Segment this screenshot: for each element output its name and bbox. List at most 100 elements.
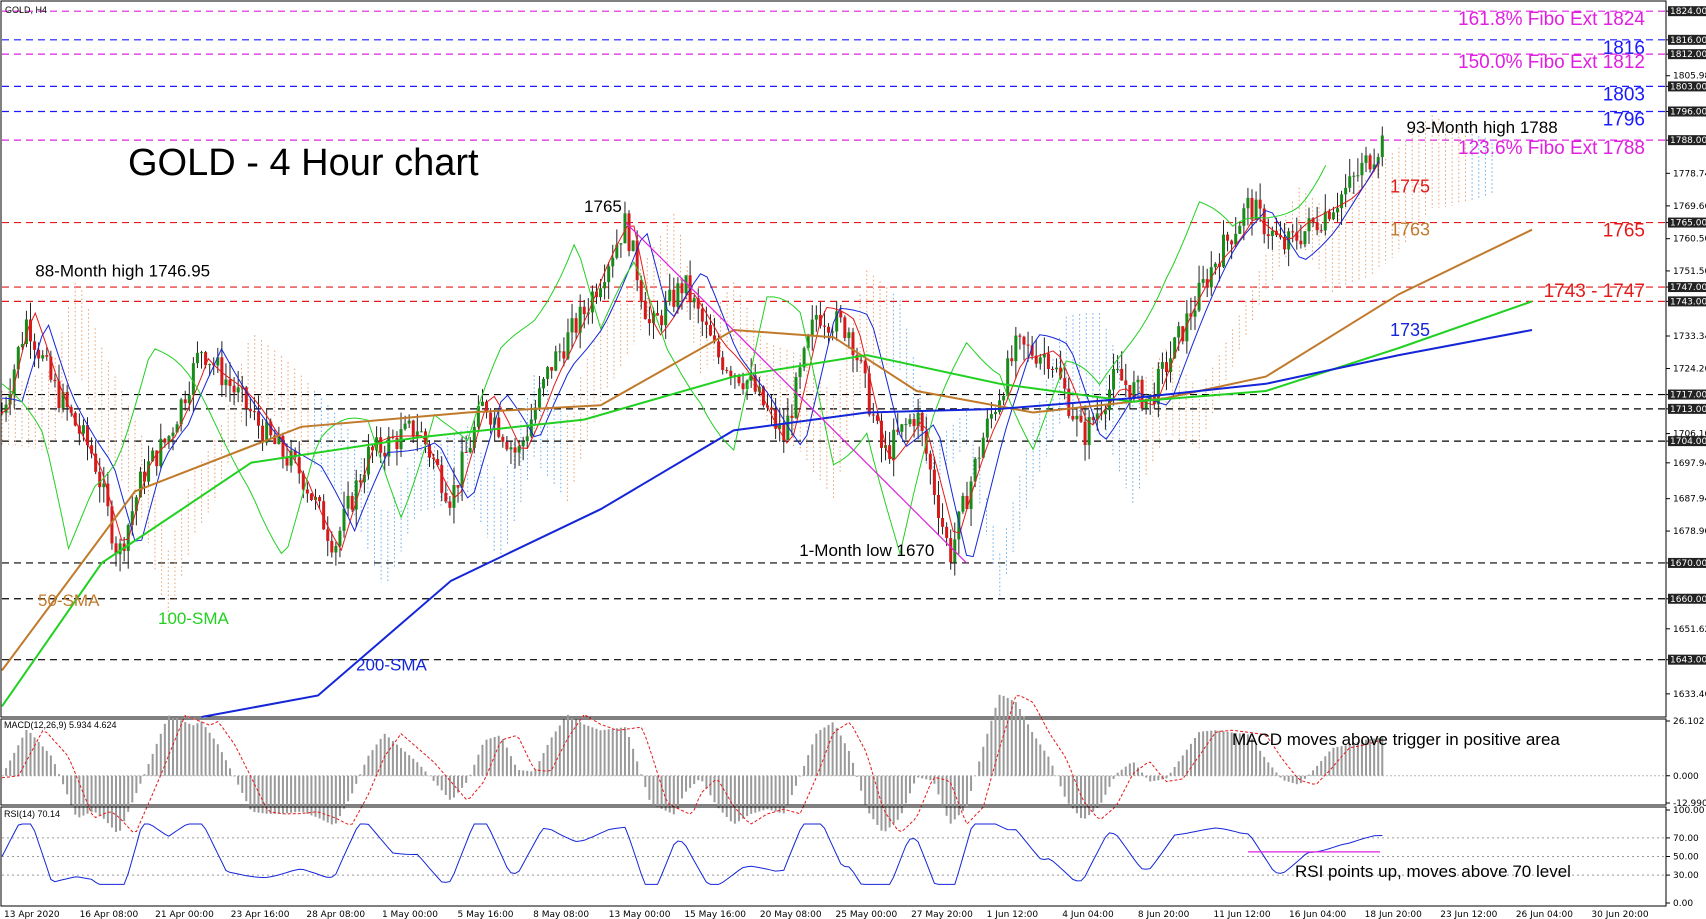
- candle: [480, 401, 484, 406]
- time-tick-label: 23 Jun 12:00: [1440, 910, 1497, 919]
- level-price-box: [1668, 593, 1706, 604]
- candle: [1295, 232, 1299, 241]
- candle: [896, 429, 900, 432]
- candle: [989, 414, 993, 419]
- candle: [981, 437, 985, 458]
- candle: [827, 326, 831, 333]
- level-price-label: 1660.00: [1670, 595, 1706, 605]
- candle: [1238, 225, 1242, 234]
- candle: [839, 311, 843, 318]
- candle: [603, 282, 607, 289]
- candle: [1091, 416, 1095, 420]
- candle: [1323, 211, 1327, 231]
- candle: [916, 412, 920, 427]
- time-tick-label: 26 Jun 04:00: [1516, 910, 1573, 919]
- candle: [183, 399, 187, 404]
- candle: [550, 367, 554, 371]
- candle: [737, 375, 741, 384]
- level-price-box: [1668, 217, 1706, 228]
- candle: [599, 288, 603, 298]
- price-tick-label: 1678.90: [1673, 527, 1706, 537]
- candle: [1124, 380, 1128, 385]
- candle: [53, 379, 57, 382]
- candle: [106, 483, 110, 507]
- level-price-box: [1668, 106, 1706, 117]
- macd-signal-line: [1, 695, 1383, 833]
- candle: [517, 446, 521, 453]
- candle: [1258, 199, 1262, 209]
- level-price-label: 1713.00: [1670, 405, 1706, 415]
- candle: [1327, 211, 1331, 220]
- candle: [1348, 176, 1352, 188]
- level-price-box: [1668, 135, 1706, 146]
- chikou-line: [1, 165, 1327, 556]
- candle: [33, 341, 37, 350]
- price-tick-label: 1633.46: [1673, 690, 1706, 700]
- candle: [875, 415, 879, 421]
- candle: [1364, 155, 1368, 163]
- candle: [1132, 382, 1136, 400]
- annotation-label: 93-Month high 1788: [1406, 118, 1557, 137]
- candle: [448, 501, 452, 508]
- price-tick-label: 1724.26: [1673, 365, 1706, 375]
- candle: [159, 438, 163, 467]
- candle: [228, 379, 232, 386]
- candle: [892, 429, 896, 459]
- candle: [29, 319, 33, 342]
- candle: [1307, 218, 1311, 232]
- candle: [513, 447, 517, 453]
- rsi-tick-label: 30.00: [1673, 871, 1699, 881]
- candle: [0, 412, 4, 414]
- candle: [460, 452, 464, 488]
- candle: [134, 497, 138, 512]
- candle: [554, 351, 558, 371]
- candle: [293, 450, 297, 458]
- candle: [814, 314, 818, 320]
- candle: [187, 395, 191, 404]
- candle: [570, 318, 574, 333]
- candle: [843, 317, 847, 338]
- candle: [798, 367, 802, 378]
- candle: [20, 344, 24, 348]
- time-tick-label: 1 May 00:00: [382, 910, 438, 919]
- candle: [61, 392, 65, 409]
- candle: [529, 419, 533, 437]
- kijun-line: [1, 160, 1380, 558]
- candle: [1116, 368, 1120, 370]
- candle: [741, 383, 745, 390]
- candle: [639, 280, 643, 301]
- series-value-label: 1775: [1390, 177, 1430, 197]
- level-price-box: [1668, 557, 1706, 568]
- candle: [285, 456, 289, 466]
- candle: [1226, 234, 1230, 241]
- candle: [831, 331, 835, 333]
- candle: [696, 298, 700, 309]
- candle: [1079, 415, 1083, 422]
- candle: [908, 419, 912, 425]
- level-label: 1803: [1603, 84, 1645, 105]
- candle: [1376, 157, 1380, 165]
- candle: [647, 319, 651, 324]
- price-axis: 1824.00 1816.00 1812.00 1805.981803.00 1796.…: [1666, 6, 1706, 909]
- rsi-tick-label: 100.00: [1673, 806, 1705, 816]
- candle: [1050, 368, 1054, 370]
- price-tick-label: 1805.98: [1673, 72, 1706, 82]
- candle: [102, 483, 106, 488]
- candle: [1038, 357, 1042, 364]
- candle: [505, 441, 509, 450]
- candle: [1205, 279, 1209, 288]
- candle: [200, 352, 204, 354]
- candle: [322, 501, 326, 530]
- candle: [672, 289, 676, 307]
- candle: [619, 243, 623, 245]
- candle: [1230, 240, 1234, 245]
- candle: [676, 283, 680, 307]
- price-tick-label: 1651.62: [1673, 625, 1706, 635]
- sma-label: 200-SMA: [356, 655, 428, 674]
- candle: [261, 425, 265, 443]
- candle: [871, 414, 875, 416]
- level-price-box: [1668, 654, 1706, 665]
- candle: [257, 411, 261, 426]
- candle: [346, 495, 350, 509]
- candle: [342, 508, 346, 531]
